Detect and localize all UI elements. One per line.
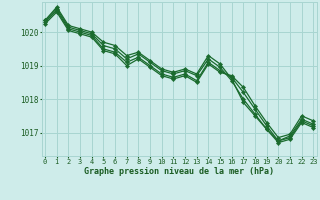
X-axis label: Graphe pression niveau de la mer (hPa): Graphe pression niveau de la mer (hPa)	[84, 167, 274, 176]
